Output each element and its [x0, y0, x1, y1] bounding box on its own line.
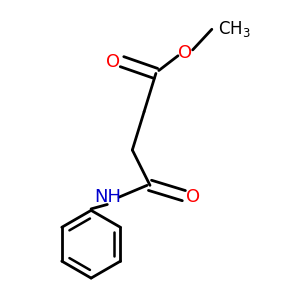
Text: O: O	[178, 44, 192, 62]
Text: NH: NH	[94, 188, 121, 206]
Text: O: O	[186, 188, 200, 206]
Text: CH$_3$: CH$_3$	[218, 19, 250, 39]
Text: O: O	[106, 53, 120, 71]
